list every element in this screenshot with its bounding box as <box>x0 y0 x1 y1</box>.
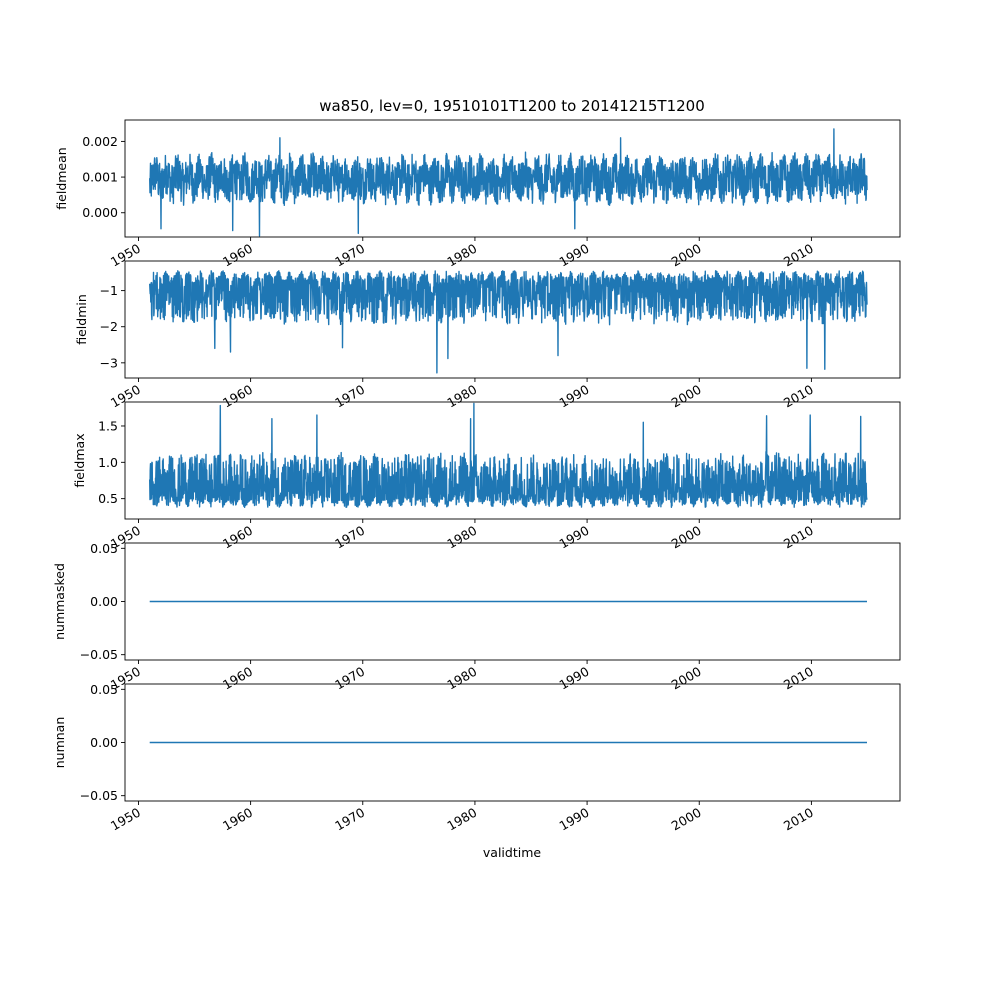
fieldmean-xtick-label: 1970 <box>332 241 367 270</box>
numnan-ytick-label: −0.05 <box>80 788 118 803</box>
fieldmin-ytick-label: −3 <box>100 355 118 370</box>
fieldmax-xtick-label: 1990 <box>557 523 592 552</box>
fieldmax-ytick-label: 0.5 <box>98 491 118 506</box>
fieldmin-xtick-label: 1970 <box>332 382 367 411</box>
subplot-numnan: 0.05 0.00 −0.05 1950 1960 1970 1980 1990 2000 201… <box>52 682 901 834</box>
nummasked-xtick-label: 2000 <box>669 664 704 693</box>
fieldmean-ytick-label: 0.002 <box>82 134 118 149</box>
chart-title: wa850, lev=0, 19510101T1200 to 20141215T… <box>319 97 705 115</box>
subplot-panels: 0.000 0.001 0.002 1950 1960 1970 1980 1990 2000 2… <box>52 119 901 834</box>
fieldmin-xtick-label: 1990 <box>557 382 592 411</box>
x-axis-label: validtime <box>483 845 541 860</box>
fieldmax-xtick-label: 1980 <box>444 523 479 552</box>
numnan-xtick-label: 1980 <box>444 805 479 834</box>
subplot-fieldmean: 0.000 0.001 0.002 1950 1960 1970 1980 1990 2000 2… <box>54 119 901 270</box>
fieldmean-xtick-label: 1990 <box>557 241 592 270</box>
fieldmax-ytick-label: 1.5 <box>98 418 118 433</box>
fieldmin-axes-frame <box>124 260 901 379</box>
fieldmean-series-line <box>149 128 868 237</box>
fieldmax-series-line <box>149 402 868 508</box>
fieldmin-series-line <box>149 270 868 374</box>
fieldmean-xtick-label: 1960 <box>220 241 255 270</box>
nummasked-y-axis-label: nummasked <box>52 563 67 640</box>
fieldmin-xtick-label: 2000 <box>669 382 704 411</box>
numnan-xtick-label: 1960 <box>220 805 255 834</box>
fieldmean-ytick-label: 0.001 <box>82 170 118 185</box>
fieldmean-xtick-label: 1980 <box>444 241 479 270</box>
numnan-xtick-label: 2010 <box>781 805 816 834</box>
fieldmax-xtick-label: 1970 <box>332 523 367 552</box>
nummasked-ytick-label: −0.05 <box>80 647 118 662</box>
numnan-xtick-label: 1950 <box>108 805 143 834</box>
numnan-xtick-label: 1970 <box>332 805 367 834</box>
nummasked-xtick-label: 2010 <box>781 664 816 693</box>
fieldmin-xtick-label: 1960 <box>220 382 255 411</box>
fieldmin-ytick-label: −2 <box>100 319 118 334</box>
fieldmean-ytick-label: 0.000 <box>82 205 118 220</box>
fieldmin-y-axis-label: fieldmin <box>74 294 89 345</box>
numnan-xtick-label: 1990 <box>557 805 592 834</box>
fieldmean-xtick-label: 2010 <box>781 241 816 270</box>
nummasked-ytick-label: 0.00 <box>90 594 118 609</box>
fieldmean-axes-frame <box>124 119 901 238</box>
fieldmax-y-axis-label: fieldmax <box>72 433 87 487</box>
fieldmean-xtick-label: 2000 <box>669 241 704 270</box>
fieldmax-xtick-label: 2000 <box>669 523 704 552</box>
numnan-ytick-label: 0.05 <box>90 682 118 697</box>
nummasked-xtick-label: 1990 <box>557 664 592 693</box>
numnan-ytick-label: 0.00 <box>90 735 118 750</box>
nummasked-xtick-label: 1970 <box>332 664 367 693</box>
fieldmax-xtick-label: 1960 <box>220 523 255 552</box>
numnan-xtick-label: 2000 <box>669 805 704 834</box>
numnan-y-axis-label: numnan <box>52 717 67 769</box>
fieldmax-axes-frame <box>124 401 901 520</box>
fieldmean-y-axis-label: fieldmean <box>54 147 69 209</box>
nummasked-xtick-label: 1980 <box>444 664 479 693</box>
fieldmax-ytick-label: 1.0 <box>98 455 118 470</box>
fieldmean-xtick-label: 1950 <box>108 241 143 270</box>
nummasked-ytick-label: 0.05 <box>90 541 118 556</box>
fieldmin-xtick-label: 1950 <box>108 382 143 411</box>
fieldmin-xtick-label: 2010 <box>781 382 816 411</box>
fieldmax-xtick-label: 2010 <box>781 523 816 552</box>
fieldmin-ytick-label: −1 <box>100 283 118 298</box>
nummasked-xtick-label: 1960 <box>220 664 255 693</box>
